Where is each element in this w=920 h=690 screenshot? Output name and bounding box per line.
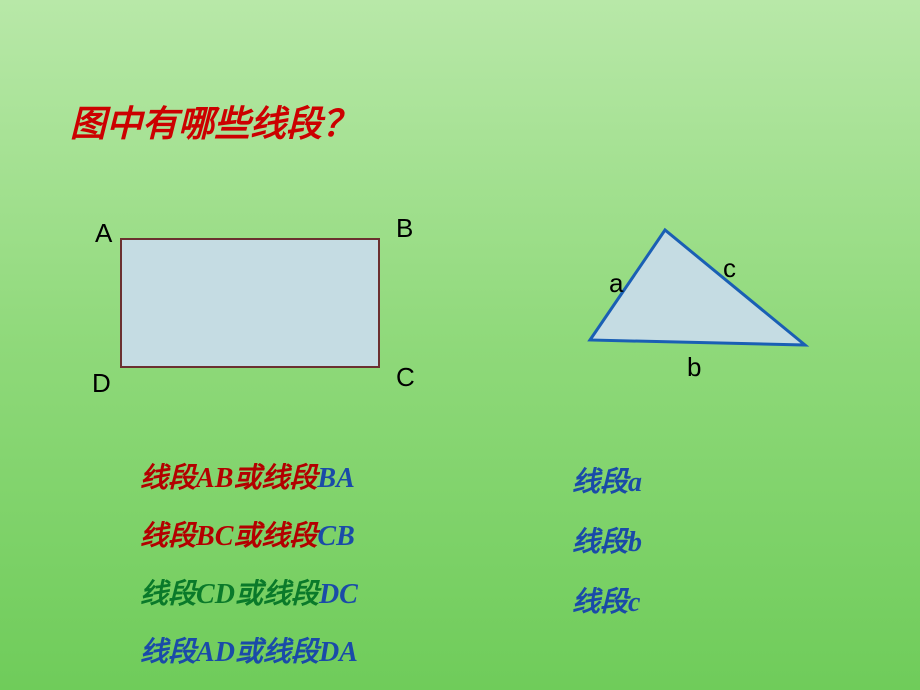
segment-row: 线段CD或线段DC: [140, 572, 358, 612]
segment-text: 线段: [140, 521, 196, 552]
segment-first: AB: [196, 463, 233, 494]
vertex-label-b: B: [396, 213, 413, 244]
segment-first: AD: [196, 637, 235, 668]
segment-text: 线段: [140, 463, 196, 494]
side-label-c: c: [723, 253, 736, 284]
segment-second: DA: [319, 637, 358, 668]
segment-mid: 或线段: [233, 463, 317, 494]
segment-text: 线段: [140, 579, 196, 610]
page-title: 图中有哪些线段？: [70, 95, 358, 147]
segment-second: BA: [317, 463, 354, 494]
segment-mid: 或线段: [235, 637, 319, 668]
segment-row: 线段a: [572, 460, 642, 500]
segment-row: 线段BC或线段CB: [140, 514, 358, 554]
segment-mid: 或线段: [233, 521, 317, 552]
segment-first: CD: [196, 579, 235, 610]
side-label-a: a: [609, 268, 623, 299]
segment-row: 线段b: [572, 520, 642, 560]
vertex-label-d: D: [92, 368, 111, 399]
side-label-b: b: [687, 352, 701, 383]
segment-row: 线段AD或线段DA: [140, 630, 358, 670]
segment-mid: 或线段: [235, 579, 319, 610]
triangle-segments-list: 线段a 线段b 线段c: [572, 460, 642, 640]
segment-row: 线段c: [572, 580, 642, 620]
segment-first: BC: [196, 521, 233, 552]
segment-second: DC: [319, 579, 358, 610]
rectangle-shape: [120, 238, 380, 368]
rectangle-segments-list: 线段AB或线段BA 线段BC或线段CB 线段CD或线段DC 线段AD或线段DA: [140, 456, 358, 688]
segment-row: 线段AB或线段BA: [140, 456, 358, 496]
vertex-label-a: A: [95, 218, 112, 249]
segment-second: CB: [317, 521, 354, 552]
vertex-label-c: C: [396, 362, 415, 393]
segment-text: 线段: [140, 637, 196, 668]
